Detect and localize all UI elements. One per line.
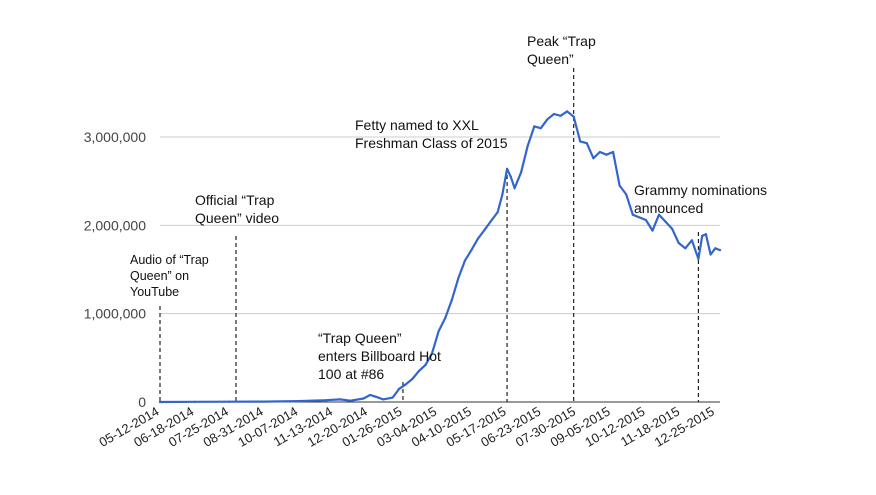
data-point xyxy=(470,248,473,252)
data-point xyxy=(526,144,529,147)
annotation-text: enters Billboard Hot xyxy=(318,348,441,364)
data-point xyxy=(476,237,480,240)
data-point xyxy=(546,118,549,121)
series-line xyxy=(158,110,722,404)
annotation-text: 100 at #86 xyxy=(318,366,384,382)
data-point xyxy=(411,377,414,381)
data-point xyxy=(644,218,647,222)
annotation-text: “Trap Queen” xyxy=(318,330,402,346)
data-point xyxy=(158,400,162,404)
data-point xyxy=(605,153,608,156)
data-point xyxy=(490,219,493,223)
data-point xyxy=(417,369,420,373)
annotation-text: Audio of “Trap xyxy=(130,253,209,267)
data-point xyxy=(374,395,377,398)
y-tick-label: 3,000,000 xyxy=(84,129,146,145)
data-point xyxy=(709,253,712,256)
annotation-text: Queen” video xyxy=(195,210,279,226)
data-point xyxy=(501,193,504,196)
annotation-text: Fetty named to XXL xyxy=(355,117,479,133)
data-point xyxy=(520,171,523,174)
data-point xyxy=(651,229,654,232)
data-point xyxy=(618,184,621,187)
annotation-text: YouTube xyxy=(130,285,179,299)
annotation-text: Peak “Trap xyxy=(527,33,596,49)
annotation-text: Freshman Class of 2015 xyxy=(355,135,508,151)
data-point xyxy=(671,227,674,230)
data-point xyxy=(572,115,575,118)
data-point xyxy=(598,150,602,154)
data-point xyxy=(437,330,440,333)
data-point xyxy=(450,299,453,302)
data-point xyxy=(496,210,499,214)
data-point xyxy=(701,234,704,238)
y-tick-label: 0 xyxy=(138,394,146,410)
data-point xyxy=(677,241,680,245)
data-point xyxy=(684,247,687,250)
data-point xyxy=(533,125,536,128)
data-point xyxy=(718,248,722,252)
data-point xyxy=(704,233,708,236)
gridlines xyxy=(160,136,720,315)
data-point xyxy=(444,316,447,320)
annotation-text: Queen” on xyxy=(130,269,189,283)
data-point xyxy=(483,228,486,231)
data-point xyxy=(631,213,634,216)
x-axis: 05-12-201406-18-201407-25-201408-31-2014… xyxy=(96,404,716,450)
annotation-text: Official “Trap xyxy=(195,192,275,208)
data-point xyxy=(513,187,516,190)
annotation-labels: Audio of “Trap Queen” on YouTube Official “… xyxy=(130,33,767,382)
data-point xyxy=(297,400,300,403)
data-point xyxy=(638,216,641,219)
data-point xyxy=(398,387,401,390)
data-point xyxy=(339,398,342,401)
data-point xyxy=(509,175,512,178)
y-tick-label: 2,000,000 xyxy=(84,217,146,233)
data-point xyxy=(579,140,582,143)
data-point xyxy=(585,142,588,145)
data-point xyxy=(664,220,667,223)
data-point xyxy=(463,259,466,262)
data-point xyxy=(592,157,595,160)
y-tick-label: 1,000,000 xyxy=(84,306,146,322)
data-point xyxy=(404,383,407,386)
data-point xyxy=(424,363,427,366)
data-point xyxy=(362,397,365,400)
series xyxy=(158,110,722,404)
data-point xyxy=(457,277,460,280)
data-point xyxy=(382,398,385,401)
annotation-text: Queen” xyxy=(527,51,574,67)
data-point xyxy=(566,110,569,113)
data-point xyxy=(505,167,509,170)
data-point xyxy=(714,247,717,250)
data-point xyxy=(324,399,328,402)
data-point xyxy=(657,213,661,216)
data-point xyxy=(430,352,434,355)
data-point xyxy=(697,257,700,260)
data-point xyxy=(552,112,556,116)
data-point xyxy=(263,400,266,403)
annotation-text: Grammy nominations xyxy=(634,182,767,198)
data-point xyxy=(349,399,352,402)
data-point xyxy=(539,127,542,130)
y-axis: 0 1,000,000 2,000,000 3,000,000 xyxy=(84,129,147,410)
data-point xyxy=(690,239,693,242)
data-point xyxy=(193,400,196,403)
data-point xyxy=(611,150,615,154)
data-point xyxy=(369,393,372,397)
data-point xyxy=(559,114,562,117)
annotation-text: announced xyxy=(634,200,703,216)
data-point xyxy=(228,400,231,403)
data-point xyxy=(391,396,394,399)
data-point xyxy=(625,193,628,196)
